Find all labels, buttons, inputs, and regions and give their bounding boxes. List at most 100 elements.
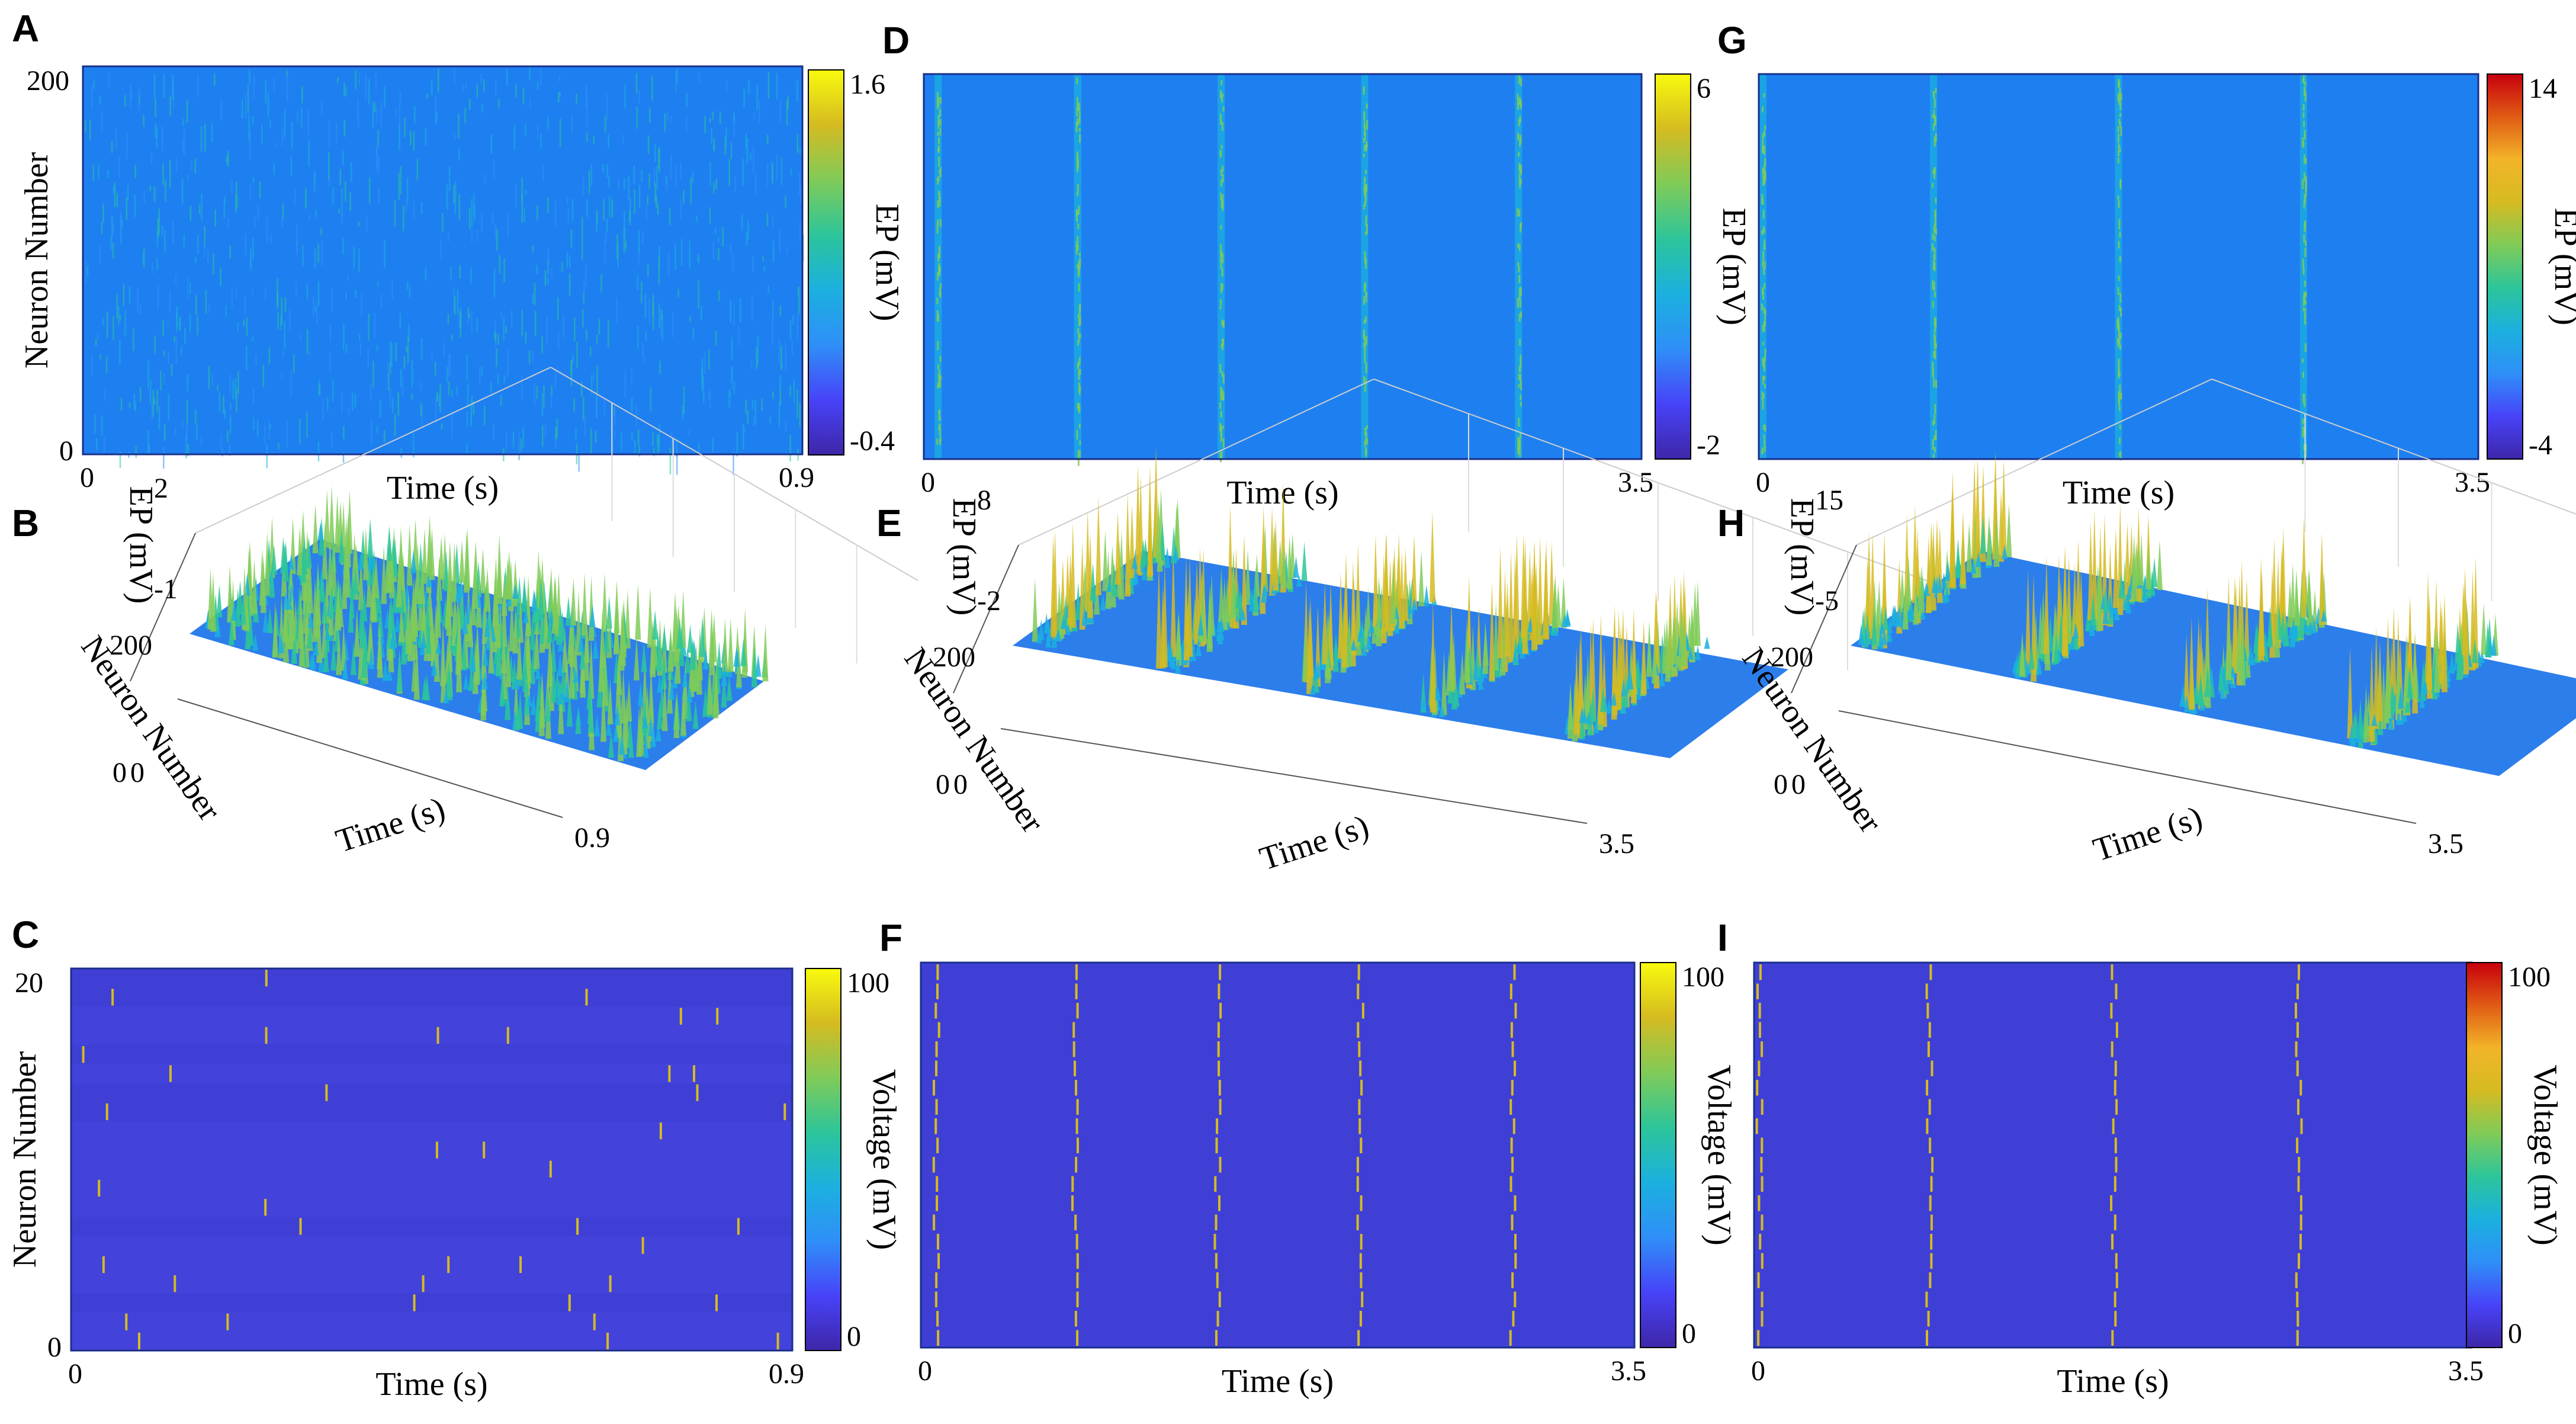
colorbar-min-tick: -0.4 xyxy=(850,425,895,457)
surface-peak xyxy=(2307,620,2314,634)
burst-dot xyxy=(1520,223,1522,233)
surface-peak xyxy=(1187,557,1193,657)
noise-mark xyxy=(756,84,758,111)
noise-mark xyxy=(236,194,238,208)
noise-mark xyxy=(195,410,197,424)
noise-mark xyxy=(186,424,188,441)
surface-peak xyxy=(642,716,648,729)
noise-mark xyxy=(506,432,508,449)
noise-mark xyxy=(474,205,476,221)
noise-mark xyxy=(454,134,456,140)
neuron-tick-max: 200 xyxy=(933,642,975,673)
noise-mark xyxy=(605,232,607,243)
colorbar-f xyxy=(1640,962,1676,1348)
noise-mark xyxy=(547,277,549,284)
burst-dot xyxy=(1763,133,1765,137)
noise-mark xyxy=(204,124,206,152)
burst-dot xyxy=(2304,300,2307,304)
burst-dot xyxy=(1935,380,1938,389)
surface-peak xyxy=(2247,644,2254,666)
noise-mark xyxy=(130,90,132,100)
surface-peak xyxy=(287,605,294,649)
noise-mark xyxy=(702,374,704,394)
z-tick-min: -1 xyxy=(154,573,178,605)
x-tick-min: 0 xyxy=(1756,467,1770,498)
noise-mark xyxy=(674,243,676,270)
noise-mark xyxy=(282,204,284,219)
burst-dot xyxy=(1077,361,1080,367)
noise-mark xyxy=(772,216,774,228)
burst-dot xyxy=(2303,121,2305,127)
sync-spike-1 xyxy=(1075,1234,1078,1250)
surface-peak xyxy=(2376,640,2383,721)
spike-mark xyxy=(549,1160,552,1178)
surface-peak xyxy=(1429,511,1435,603)
spike-mark xyxy=(696,1084,699,1101)
burst-dot xyxy=(1520,165,1523,175)
colorbar-min-tick: -2 xyxy=(1697,429,1720,461)
noise-mark xyxy=(751,294,753,322)
time-axis-line xyxy=(177,698,563,818)
noise-mark xyxy=(644,294,647,319)
surface-peak xyxy=(269,561,275,598)
noise-mark xyxy=(550,393,553,409)
surface-peak xyxy=(286,597,293,610)
noise-mark xyxy=(690,178,692,204)
noise-mark xyxy=(582,309,584,328)
surface-peak xyxy=(689,637,696,670)
neuron-axis-line xyxy=(953,544,1019,694)
noise-mark xyxy=(378,154,380,174)
noise-mark xyxy=(284,320,286,349)
noise-mark xyxy=(464,108,466,123)
burst-dot xyxy=(2118,344,2120,348)
burst-dot xyxy=(2120,126,2122,136)
noise-mark xyxy=(712,242,714,259)
noise-mark xyxy=(249,184,252,200)
burst-dot xyxy=(2118,200,2120,208)
noise-mark xyxy=(631,367,632,384)
z-tick-min: -5 xyxy=(1815,585,1839,617)
noise-mark xyxy=(536,265,538,275)
noise-mark xyxy=(195,295,197,316)
y-tick-min: 0 xyxy=(59,435,73,467)
sync-spike-0 xyxy=(1761,1214,1764,1230)
noise-mark xyxy=(230,403,232,410)
burst-dot xyxy=(1078,206,1080,215)
burst-dot xyxy=(1932,233,1934,240)
burst-dot xyxy=(940,375,942,380)
noise-mark xyxy=(391,343,393,367)
surface-peak xyxy=(368,617,374,665)
surface-peak xyxy=(1567,681,1573,739)
noise-mark xyxy=(521,376,523,400)
surface-peak xyxy=(1659,668,1665,687)
surface-peak xyxy=(345,543,351,598)
surface-peak xyxy=(313,639,319,656)
noise-mark xyxy=(110,236,112,250)
noise-mark xyxy=(172,74,174,100)
spike-mark xyxy=(593,1313,596,1330)
noise-mark xyxy=(779,228,780,254)
spike-mark xyxy=(783,1103,786,1121)
burst-dot xyxy=(1075,245,1078,255)
surface-peak xyxy=(456,628,462,692)
noise-mark xyxy=(221,448,223,457)
noise-mark xyxy=(372,101,374,128)
noise-mark xyxy=(335,122,338,143)
noise-mark xyxy=(606,94,608,121)
noise-mark xyxy=(302,245,304,267)
surface-peak xyxy=(1592,717,1599,734)
burst-dot xyxy=(2117,338,2119,345)
burst-dot xyxy=(1078,110,1081,121)
noise-mark xyxy=(789,434,791,462)
sync-spike-3 xyxy=(2297,1099,2299,1115)
noise-mark xyxy=(355,70,356,89)
burst-dot xyxy=(2117,94,2119,101)
burst-dot xyxy=(2302,112,2305,118)
noise-mark xyxy=(183,129,185,156)
sync-spike-2 xyxy=(1218,1080,1221,1096)
noise-mark xyxy=(776,154,778,181)
burst-dot xyxy=(936,310,939,317)
surface-peak xyxy=(1704,636,1710,649)
surface-peak xyxy=(1890,605,1897,627)
sync-spike-1 xyxy=(1074,1214,1077,1230)
